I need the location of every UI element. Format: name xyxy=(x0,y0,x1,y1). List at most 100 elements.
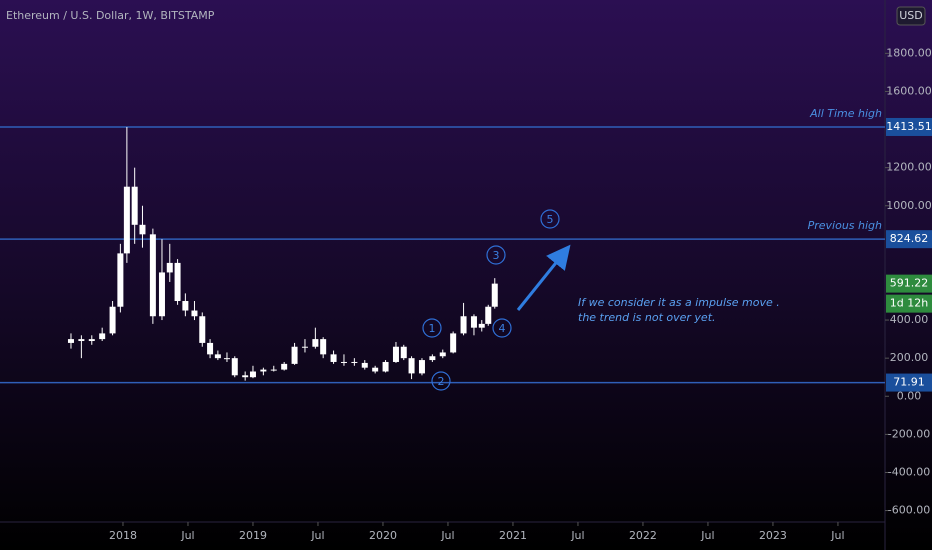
y-tick-label: -400.00 xyxy=(888,465,930,478)
x-tick-label: Jul xyxy=(180,529,194,542)
candle-body xyxy=(382,361,389,372)
candle-body xyxy=(223,358,230,360)
candle-body xyxy=(174,262,181,302)
candle-body xyxy=(320,339,327,355)
x-tick-label: Jul xyxy=(700,529,714,542)
candle-body xyxy=(88,339,95,342)
y-tick-label: 1200.00 xyxy=(886,161,932,174)
candle-body xyxy=(214,354,221,359)
candle-body xyxy=(67,339,74,343)
candle-body xyxy=(131,186,138,225)
wave-circle xyxy=(422,318,442,338)
x-tick-label: 2023 xyxy=(759,529,787,542)
x-tick-label: 2020 xyxy=(369,529,397,542)
wave-circle xyxy=(431,371,451,391)
candle-body xyxy=(485,306,492,324)
currency-label: USD xyxy=(899,9,923,22)
note-line: If we consider it as a impulse move . xyxy=(578,296,780,309)
note-line: the trend is not over yet. xyxy=(578,311,716,324)
line-label: All Time high xyxy=(809,107,882,120)
candle-body xyxy=(478,323,485,328)
x-tick-label: Jul xyxy=(440,529,454,542)
candle-body xyxy=(139,224,146,235)
x-tick-label: Jul xyxy=(310,529,324,542)
candle-body xyxy=(418,360,425,374)
y-tick-label: 200.00 xyxy=(890,351,929,364)
x-tick-label: 2018 xyxy=(109,529,137,542)
candle-body xyxy=(400,346,407,359)
candle-body xyxy=(149,234,156,317)
y-tick-label: 1800.00 xyxy=(886,46,932,59)
candle-body xyxy=(117,253,124,307)
candle-body xyxy=(330,354,337,362)
y-tick-label: 400.00 xyxy=(890,313,929,326)
candle-body xyxy=(270,369,277,371)
candle-body xyxy=(291,346,298,364)
chart-title: Ethereum / U.S. Dollar, 1W, BITSTAMP xyxy=(6,9,215,22)
candle-body xyxy=(78,339,85,342)
x-tick-label: 2021 xyxy=(499,529,527,542)
y-tick-label: -200.00 xyxy=(888,427,930,440)
y-tick-label: 1000.00 xyxy=(886,199,932,212)
candle-body xyxy=(408,358,415,374)
y-tick-label: 1600.00 xyxy=(886,84,932,97)
candle-body xyxy=(199,316,206,343)
candle-body xyxy=(182,301,189,311)
candle-body xyxy=(166,262,173,273)
x-tick-label: 2022 xyxy=(629,529,657,542)
candle-body xyxy=(312,339,319,347)
candle-body xyxy=(372,367,379,372)
candle-body xyxy=(242,375,249,378)
last-price-label: 591.22 xyxy=(890,277,929,290)
wave-circle xyxy=(486,245,506,265)
candle-body xyxy=(361,362,368,368)
wave-circle xyxy=(540,209,560,229)
currency-button[interactable] xyxy=(896,6,926,26)
last-price-badge xyxy=(886,274,932,293)
candle-body xyxy=(231,358,238,376)
candle-body xyxy=(429,356,436,361)
price-badge-label: 824.62 xyxy=(890,232,929,245)
candle-body xyxy=(123,186,130,254)
countdown-badge xyxy=(886,294,932,313)
x-tick-label: 2019 xyxy=(239,529,267,542)
wave-label: 2 xyxy=(438,375,445,388)
candle-body xyxy=(460,316,467,334)
candle-body xyxy=(207,342,214,355)
countdown-label: 1d 12h xyxy=(890,297,928,310)
candle-body xyxy=(450,333,457,353)
x-tick-label: Jul xyxy=(830,529,844,542)
wave-circle xyxy=(492,318,512,338)
price-badge-label: 71.91 xyxy=(893,376,925,389)
y-tick-label: -600.00 xyxy=(888,504,930,517)
candle-body xyxy=(281,363,288,370)
candle-body xyxy=(470,316,477,328)
x-tick-label: Jul xyxy=(570,529,584,542)
candle-body xyxy=(158,272,165,317)
price-badge-label: 1413.51 xyxy=(886,120,932,133)
arrow xyxy=(516,244,571,311)
candle-body xyxy=(392,346,399,362)
y-tick-label: 0.00 xyxy=(897,389,922,402)
price-badge xyxy=(886,373,932,392)
wave-label: 5 xyxy=(547,213,554,226)
line-label: Previous high xyxy=(808,219,882,232)
candle-body xyxy=(191,310,198,317)
price-badge xyxy=(886,230,932,249)
candle-body xyxy=(260,369,267,372)
candle-body xyxy=(301,346,308,348)
wave-label: 3 xyxy=(493,249,500,262)
candle-body xyxy=(249,371,256,378)
candle-body xyxy=(439,352,446,357)
candle-body xyxy=(491,283,498,307)
candle-body xyxy=(340,361,347,363)
wave-label: 4 xyxy=(499,322,506,335)
candle-body xyxy=(99,333,106,340)
price-badge xyxy=(886,117,932,136)
candle-body xyxy=(351,361,358,363)
candle-body xyxy=(109,306,116,334)
wave-label: 1 xyxy=(429,322,436,335)
